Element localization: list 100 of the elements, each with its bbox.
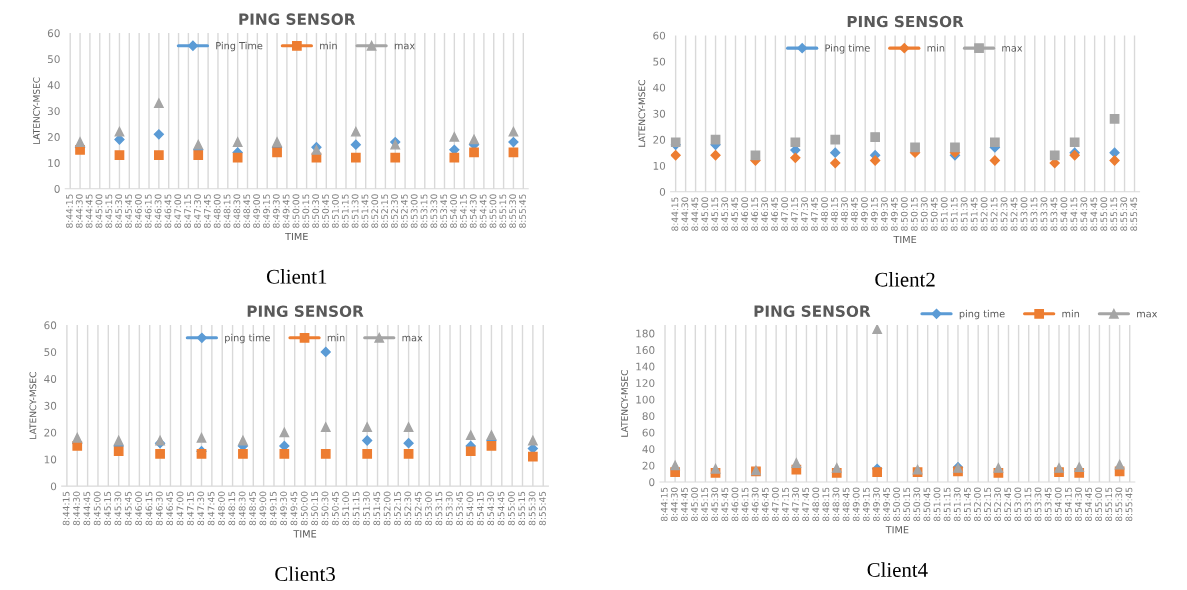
x-tick-label: 8:52:45 bbox=[1010, 197, 1018, 231]
x-tick-label: 8:54:00 bbox=[1054, 487, 1062, 522]
x-tick-label: 8:51:00 bbox=[940, 197, 948, 231]
y-tick-label: 10 bbox=[653, 161, 666, 170]
x-tick-label: 8:48:00 bbox=[812, 487, 820, 522]
x-tick-label: 8:52:45 bbox=[400, 194, 408, 228]
x-tick-label: 8:44:15 bbox=[660, 487, 668, 522]
y-tick-label: 120 bbox=[636, 379, 655, 388]
x-tick-label: 8:53:30 bbox=[1040, 197, 1048, 231]
x-tick-label: 8:55:00 bbox=[507, 491, 515, 526]
x-tick-label: 8:47:45 bbox=[811, 197, 818, 231]
x-tick-label: 8:52:00 bbox=[383, 491, 391, 526]
x-axis-title: TIME bbox=[885, 526, 909, 534]
y-tick-label: 50 bbox=[44, 348, 57, 357]
x-tick-label: 8:50:15 bbox=[302, 194, 310, 228]
x-tick-label: 8:47:45 bbox=[802, 487, 810, 522]
x-tick-label: 8:44:30 bbox=[681, 197, 689, 231]
x-tick-label: 8:53:45 bbox=[1050, 197, 1058, 231]
y-tick-label: 40 bbox=[642, 445, 655, 454]
x-tick-label: 8:54:30 bbox=[1075, 487, 1082, 522]
x-tick-label: 8:55:45 bbox=[1130, 197, 1138, 231]
x-tick-label: 8:50:30 bbox=[920, 197, 928, 231]
y-tick-label: 20 bbox=[642, 461, 655, 470]
x-tick-label: 8:46:00 bbox=[741, 197, 749, 231]
x-tick-label: 8:55:30 bbox=[528, 491, 536, 526]
x-tick-label: 8:54:45 bbox=[479, 194, 487, 228]
x-tick-label: 8:54:15 bbox=[459, 194, 467, 228]
x-tick-label: 8:55:45 bbox=[519, 194, 526, 228]
x-tick-label: 8:49:45 bbox=[890, 197, 898, 231]
y-tick-label: 180 bbox=[636, 329, 655, 338]
x-tick-label: 8:48:15 bbox=[831, 197, 838, 231]
legend-label: max bbox=[402, 335, 423, 342]
x-tick-label: 8:44:45 bbox=[85, 194, 93, 228]
x-tick-label: 8:45:00 bbox=[95, 194, 103, 228]
x-tick-label: 8:47:15 bbox=[791, 197, 798, 231]
chart-title: PING SENSOR bbox=[847, 15, 964, 28]
x-tick-label: 8:44:30 bbox=[73, 491, 80, 526]
x-tick-label: 8:51:00 bbox=[933, 487, 941, 522]
x-tick-label: 8:51:30 bbox=[351, 194, 359, 228]
x-tick-label: 8:55:45 bbox=[539, 491, 546, 526]
x-tick-label: 8:49:45 bbox=[290, 491, 298, 526]
x-tick-label: 8:48:00 bbox=[821, 197, 828, 231]
x-tick-label: 8:54:30 bbox=[469, 194, 477, 228]
y-tick-label: 30 bbox=[653, 109, 666, 118]
y-tick-label: 0 bbox=[54, 185, 60, 193]
x-tick-label: 8:54:30 bbox=[1080, 197, 1088, 231]
x-tick-label: 8:55:00 bbox=[1095, 487, 1103, 522]
x-tick-label: 8:52:00 bbox=[973, 487, 981, 522]
legend-label: max bbox=[394, 43, 415, 50]
x-tick-label: 8:51:00 bbox=[331, 194, 339, 228]
x-axis-title: TIME bbox=[285, 232, 308, 241]
y-tick-label: 0 bbox=[659, 187, 666, 196]
x-axis-title: TIME bbox=[293, 530, 317, 538]
x-tick-label: 8:52:15 bbox=[990, 197, 998, 231]
y-axis-title: LATENCY-MSEC bbox=[621, 370, 628, 437]
x-tick-label: 8:46:15 bbox=[751, 197, 759, 231]
x-tick-label: 8:51:15 bbox=[352, 491, 360, 526]
y-axis-title: LATENCY-MSEC bbox=[638, 80, 646, 147]
x-tick-label: 8:50:30 bbox=[312, 194, 320, 228]
x-tick-label: 8:51:45 bbox=[963, 487, 971, 522]
x-tick-label: 8:47:15 bbox=[782, 487, 789, 522]
x-tick-label: 8:45:45 bbox=[721, 487, 729, 522]
x-tick-label: 8:45:45 bbox=[731, 197, 739, 231]
x-tick-label: 8:45:00 bbox=[93, 491, 101, 526]
x-tick-label: 8:47:00 bbox=[174, 194, 182, 228]
legend-label: min bbox=[927, 44, 945, 52]
x-tick-label: 8:50:30 bbox=[321, 491, 329, 526]
x-tick-label: 8:47:45 bbox=[207, 491, 215, 526]
x-tick-label: 8:52:45 bbox=[414, 491, 422, 526]
x-tick-label: 8:55:30 bbox=[509, 194, 517, 228]
x-tick-label: 8:54:30 bbox=[487, 491, 495, 526]
x-tick-label: 8:45:30 bbox=[711, 487, 719, 522]
y-tick-label: 0 bbox=[649, 478, 655, 487]
y-tick-label: 50 bbox=[653, 57, 666, 66]
x-tick-label: 8:51:00 bbox=[342, 491, 350, 526]
x-tick-label: 8:49:30 bbox=[872, 487, 880, 522]
x-tick-label: 8:55:45 bbox=[1125, 487, 1133, 522]
x-tick-label: 8:54:45 bbox=[1090, 197, 1098, 231]
x-tick-label: 8:44:15 bbox=[671, 197, 679, 231]
x-tick-label: 8:52:45 bbox=[1004, 487, 1012, 522]
x-tick-label: 8:54:00 bbox=[1060, 197, 1068, 231]
x-tick-label: 8:45:15 bbox=[701, 487, 709, 522]
x-tick-label: 8:50:00 bbox=[292, 194, 300, 228]
x-tick-label: 8:48:00 bbox=[218, 491, 225, 526]
x-tick-label: 8:51:45 bbox=[373, 491, 381, 526]
x-tick-label: 8:44:30 bbox=[670, 487, 678, 522]
x-tick-label: 8:45:30 bbox=[721, 197, 729, 231]
x-tick-label: 8:44:45 bbox=[691, 197, 699, 231]
x-tick-label: 8:48:30 bbox=[233, 194, 241, 228]
x-tick-label: 8:45:45 bbox=[124, 491, 132, 526]
y-tick-label: 140 bbox=[636, 362, 655, 371]
x-tick-label: 8:48:45 bbox=[243, 194, 251, 228]
x-tick-label: 8:50:15 bbox=[903, 487, 911, 522]
x-tick-label: 8:46:30 bbox=[751, 487, 759, 522]
y-tick-label: 40 bbox=[44, 375, 57, 383]
x-tick-label: 8:51:45 bbox=[970, 197, 978, 231]
x-tick-label: 8:54:45 bbox=[497, 491, 505, 526]
x-tick-label: 8:49:45 bbox=[282, 194, 290, 228]
text: Client3 bbox=[275, 566, 335, 582]
x-tick-label: 8:48:45 bbox=[851, 197, 858, 231]
